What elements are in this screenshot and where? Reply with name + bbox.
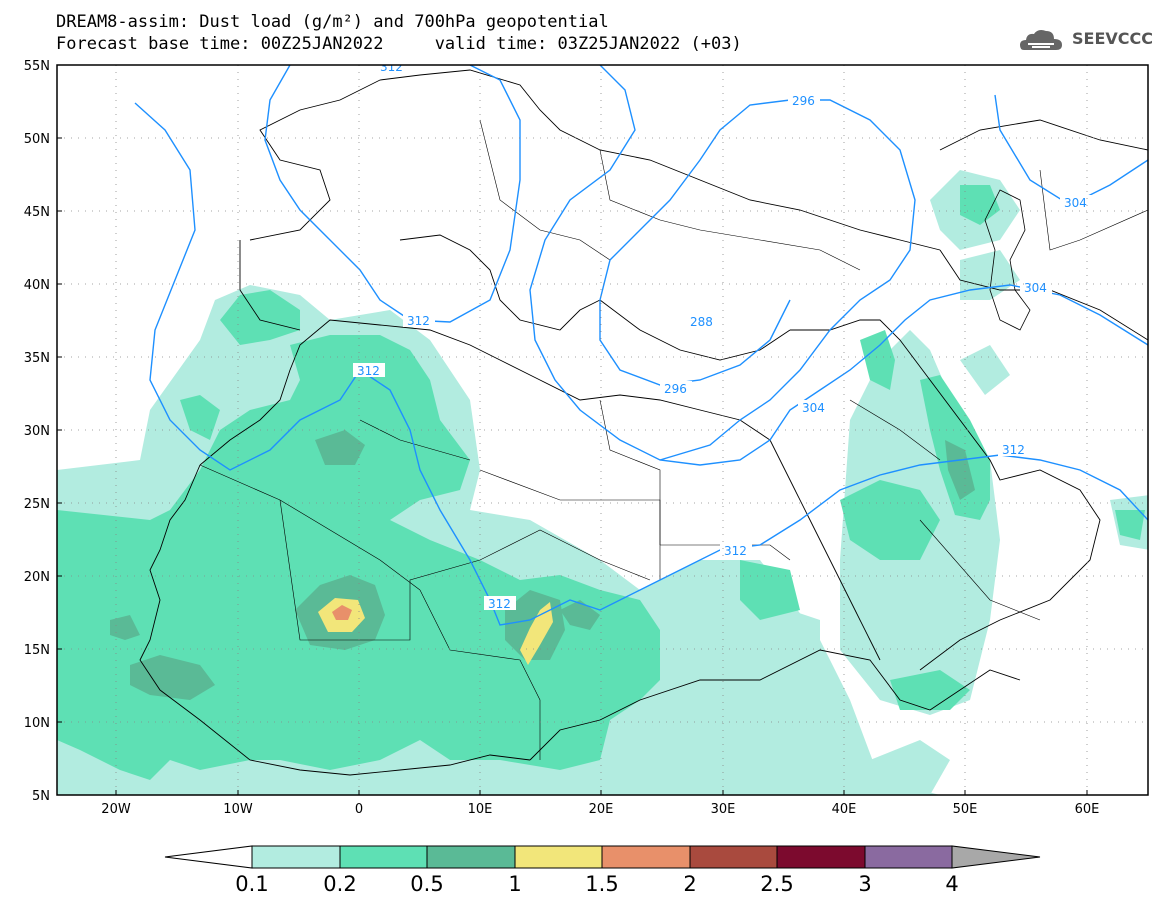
colorbar-label: 0.2 (323, 872, 356, 896)
logo-text: SEEVCCC (1072, 29, 1153, 48)
colorbar-label: 3 (858, 872, 871, 896)
lat-label: 25N (24, 497, 50, 512)
contour-label: 312 (488, 597, 511, 611)
lon-label: 20E (589, 802, 614, 817)
colorbar-swatch (864, 845, 953, 869)
contour-label: 304 (1024, 281, 1047, 295)
lat-label: 10N (24, 716, 50, 731)
contour-label: 312 (724, 544, 747, 558)
colorbar-swatch (601, 845, 691, 869)
contour-label: 312 (357, 364, 380, 378)
lat-label: 50N (24, 132, 50, 147)
colorbar-min-arrow (164, 845, 253, 869)
contour-label: 288 (690, 315, 713, 329)
lat-label: 40N (24, 278, 50, 293)
contour-label: 312 (1002, 443, 1025, 457)
lat-label: 30N (24, 424, 50, 439)
colorbar-label: 4 (945, 872, 958, 896)
cloud-icon (1020, 30, 1062, 50)
colorbar-label: 2.5 (760, 872, 793, 896)
contour-label: 312 (380, 60, 403, 74)
lat-label: 20N (24, 570, 50, 585)
lat-label: 5N (32, 789, 50, 804)
geopotential-contours (134, 65, 1148, 626)
lat-label: 15N (24, 643, 50, 658)
lat-label: 45N (24, 205, 50, 220)
lon-label: 0 (355, 802, 363, 817)
map-title: DREAM8-assim: Dust load (g/m²) and 700hP… (56, 12, 609, 32)
lon-label: 50E (953, 802, 978, 817)
lon-label: 10E (468, 802, 493, 817)
colorbar-swatch (514, 845, 603, 869)
lon-label: 10W (223, 802, 253, 817)
lon-label: 30E (711, 802, 736, 817)
colorbar (164, 845, 1041, 869)
contour-labels: 312 312 312 312 312 312 296 296 288 304 … (353, 60, 1092, 611)
colorbar-label: 1 (508, 872, 521, 896)
contour-label: 304 (1064, 196, 1087, 210)
borders (199, 119, 1148, 760)
gridlines (57, 65, 1148, 795)
caspian-sea (984, 189, 1031, 331)
contour-label: 304 (802, 401, 825, 415)
colorbar-label: 0.5 (410, 872, 443, 896)
colorbar-label: 1.5 (585, 872, 618, 896)
colorbar-label: 0.1 (235, 872, 268, 896)
lon-axis: 20W 10W 0 10E 20E 30E 40E 50E 60E (101, 790, 1099, 817)
contour-label: 312 (407, 314, 430, 328)
colorbar-swatch (339, 845, 428, 869)
forecast-times: Forecast base time: 00Z25JAN2022 valid t… (56, 34, 742, 54)
lat-axis: 55N 50N 45N 40N 35N 30N 25N 20N 15N 10N … (24, 59, 62, 804)
colorbar-swatch (776, 845, 866, 869)
colorbar-max-arrow (951, 845, 1041, 869)
colorbar-swatch (689, 845, 778, 869)
colorbar-swatch (251, 845, 341, 869)
lat-label: 35N (24, 351, 50, 366)
colorbar-labels: 0.1 0.2 0.5 1 1.5 2 2.5 3 4 (235, 872, 958, 896)
lat-label: 55N (24, 59, 50, 74)
contour-label: 296 (664, 382, 687, 396)
contour-label: 296 (792, 94, 815, 108)
colorbar-label: 2 (683, 872, 696, 896)
dust-fields: 312 312 312 312 312 312 296 296 288 304 … (57, 60, 1148, 795)
lon-label: 20W (101, 802, 131, 817)
dust-very-high (332, 605, 352, 620)
lon-label: 60E (1075, 802, 1100, 817)
colorbar-swatch (426, 845, 516, 869)
lon-label: 40E (832, 802, 857, 817)
